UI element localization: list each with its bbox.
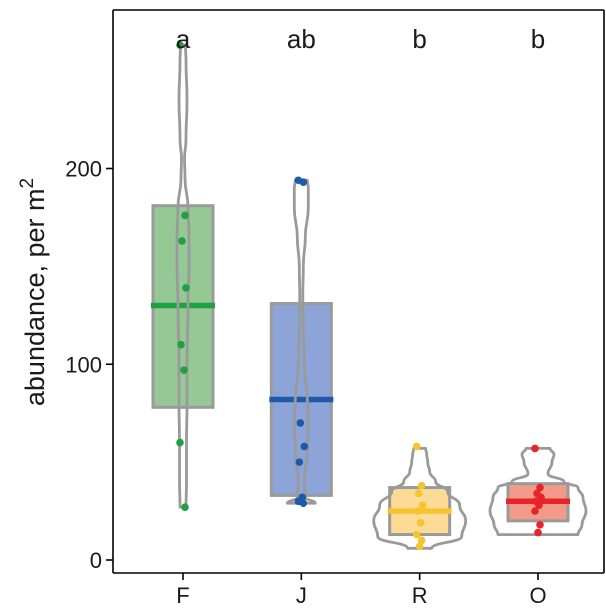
data-point xyxy=(177,340,185,349)
data-point xyxy=(176,41,184,49)
y-tick-label: 0 xyxy=(90,548,102,573)
group-O xyxy=(488,444,588,537)
data-point xyxy=(535,501,543,509)
data-point xyxy=(176,438,184,447)
significance-letter: b xyxy=(412,24,426,54)
data-point xyxy=(299,178,308,187)
y-axis-title-superscript: 2 xyxy=(17,178,38,189)
x-tick-label: F xyxy=(176,583,189,608)
data-point xyxy=(413,507,422,515)
y-axis-title: abundance, per m2 xyxy=(17,178,50,406)
data-point xyxy=(531,444,539,453)
x-tick-label: R xyxy=(412,583,428,608)
data-point xyxy=(531,507,539,515)
data-point xyxy=(182,284,190,292)
data-point xyxy=(536,483,544,492)
data-point xyxy=(418,501,427,509)
y-ticks: 0 100 200 xyxy=(65,157,113,573)
data-point xyxy=(296,419,305,427)
data-point xyxy=(181,211,189,220)
y-axis-title-text: abundance, per m xyxy=(20,188,50,406)
data-point xyxy=(412,442,421,451)
data-point xyxy=(417,536,426,545)
data-point xyxy=(181,503,189,511)
x-tick-label: O xyxy=(529,583,546,608)
data-point xyxy=(178,237,186,245)
x-tick-label: J xyxy=(296,583,307,608)
data-point xyxy=(299,499,308,508)
significance-letter: a xyxy=(176,24,191,54)
data-point xyxy=(536,520,544,529)
data-point xyxy=(300,442,309,451)
significance-letters: a ab b b xyxy=(176,24,545,54)
data-point xyxy=(180,366,188,374)
data-point xyxy=(417,481,426,490)
group-R xyxy=(372,442,468,551)
significance-letter: ab xyxy=(287,24,316,54)
data-point xyxy=(534,528,542,537)
groups-layer xyxy=(151,41,588,551)
data-point xyxy=(416,519,425,527)
y-tick-label: 100 xyxy=(65,352,102,377)
group-J xyxy=(269,176,334,508)
group-F xyxy=(151,41,215,511)
y-tick-label: 200 xyxy=(65,157,102,182)
data-point xyxy=(414,489,423,498)
data-point xyxy=(295,458,304,466)
significance-letter: b xyxy=(531,24,545,54)
data-point xyxy=(412,530,421,539)
data-point xyxy=(415,542,424,551)
